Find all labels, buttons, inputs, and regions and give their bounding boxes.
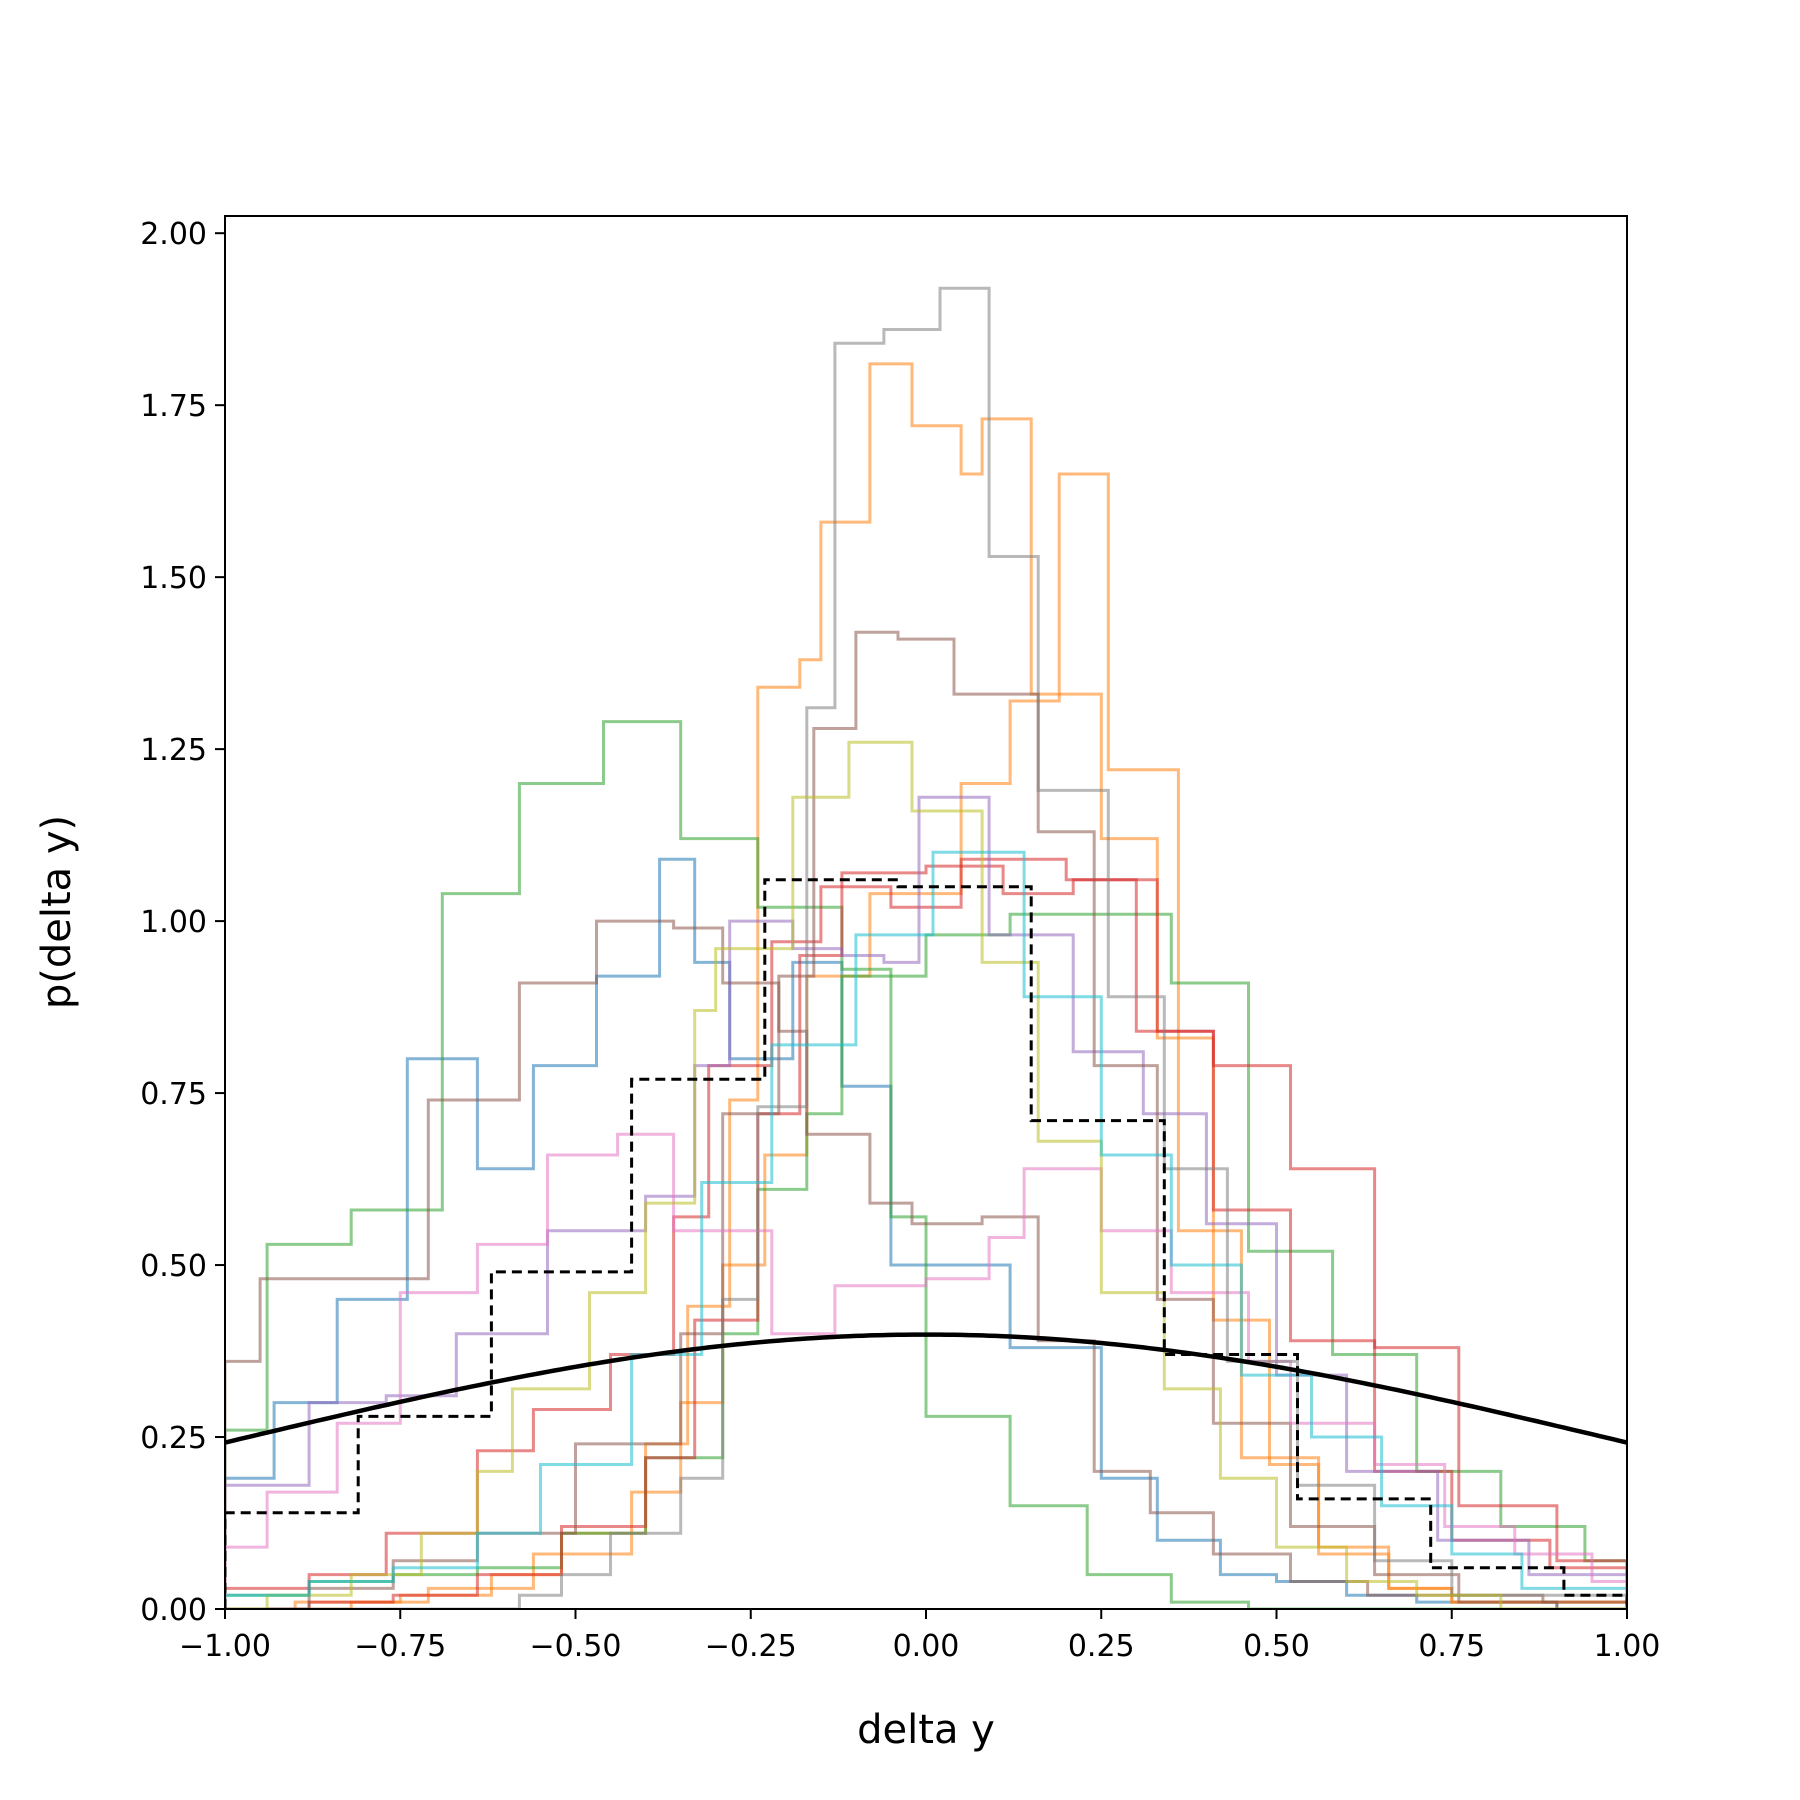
x-tick-label: −1.00 [179,1629,271,1664]
histogram-series-8 [225,795,1627,1609]
histogram-series-12 [225,286,1627,1609]
histogram-series-5 [225,912,1627,1609]
y-tick-label: 0.00 [140,1593,207,1628]
y-tick-label: 2.00 [140,217,207,252]
x-tick-label: −0.25 [705,1629,797,1664]
series-layer [225,286,1627,1609]
histogram-series-7 [225,864,1627,1609]
y-tick-label: 0.75 [140,1077,207,1112]
x-tick-label: 0.25 [1068,1629,1135,1664]
x-tick-label: −0.50 [530,1629,622,1664]
y-tick-label: 1.00 [140,905,207,940]
x-axis-label: delta y [857,1707,995,1753]
x-tick-label: 0.75 [1418,1629,1485,1664]
x-tick-label: 1.00 [1594,1629,1661,1664]
x-axis: −1.00 −0.75 −0.50 −0.25 0.00 0.25 0.50 0.75 1.00 [179,1609,1660,1664]
histogram-series-4 [225,720,1627,1609]
x-tick-label: 0.50 [1243,1629,1310,1664]
x-tick-label: −0.75 [354,1629,446,1664]
histogram-series-dashed [225,878,1627,1609]
histogram-series-9 [225,919,1627,1609]
histogram-series-14 [225,850,1627,1609]
y-axis-label: p(delta y) [34,815,80,1009]
x-tick-label: 0.00 [893,1629,960,1664]
histogram-series-11 [225,1132,1627,1609]
y-tick-label: 1.50 [140,561,207,596]
y-tick-label: 1.25 [140,733,207,768]
y-tick-label: 0.50 [140,1249,207,1284]
y-tick-label: 0.25 [140,1421,207,1456]
curve-layer [225,1332,1627,1445]
y-axis: 0.00 0.25 0.50 0.75 1.00 1.25 1.50 1.75 2.00 [140,217,225,1628]
histogram-series-13 [225,740,1627,1609]
normal-reference-curve [225,1332,1627,1445]
y-tick-label: 1.75 [140,389,207,424]
